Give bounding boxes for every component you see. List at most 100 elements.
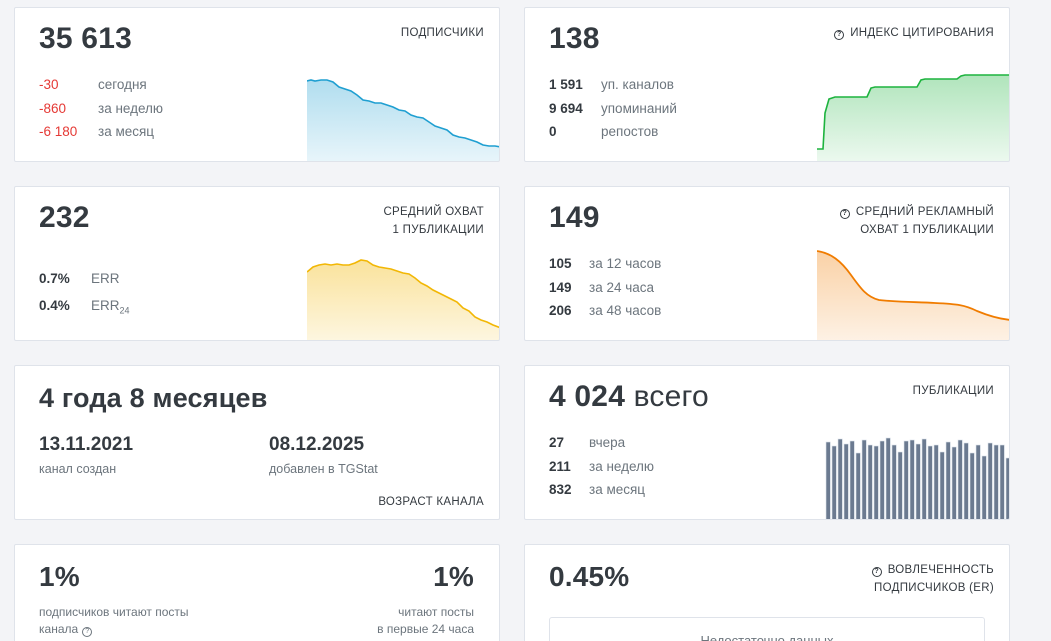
ad-reach-stats: 105 за 12 часов 149 за 24 часа 206 за 48 ча…	[549, 252, 661, 323]
sparkline-line	[817, 74, 1009, 150]
label-line: ОХВАТ 1 ПУБЛИКАЦИИ	[860, 224, 994, 236]
err24-label: ERR	[91, 298, 120, 313]
read-share-right-value: 1%	[433, 561, 474, 592]
stat-value: -860	[39, 100, 67, 116]
bar	[831, 445, 837, 519]
avg-reach-sparkline[interactable]	[307, 247, 500, 341]
bar	[867, 444, 873, 519]
stat-row: -860 за неделю	[39, 97, 163, 121]
stat-row: 832 за месяц	[549, 478, 654, 502]
avg-reach-value: 232	[39, 201, 90, 234]
avg-reach-card[interactable]: 232 СРЕДНИЙ ОХВАТ 1 ПУБЛИКАЦИИ 0.7% ERR 0.…	[14, 186, 500, 341]
channel-age-label: ВОЗРАСТ КАНАЛА	[378, 496, 484, 508]
bar	[987, 442, 993, 519]
bar	[873, 445, 879, 519]
read-share-card[interactable]: 1% подписчиков читают посты канала? 1% ч…	[14, 544, 500, 641]
bar	[849, 440, 855, 519]
sparkline-area	[307, 80, 499, 161]
sparkline-area	[307, 260, 499, 340]
stat-label: за месяц	[98, 124, 155, 139]
bar	[879, 440, 885, 519]
sparkline-area	[817, 251, 1009, 340]
stat-label: упоминаний	[601, 100, 677, 116]
citation-card[interactable]: 138 ? ИНДЕКС ЦИТИРОВАНИЯ 1 591 уп. каналов…	[524, 7, 1010, 162]
label-line: СРЕДНИЙ ОХВАТ	[383, 206, 484, 218]
bar	[993, 444, 999, 519]
bar	[933, 444, 939, 519]
bar	[855, 452, 861, 519]
bar	[999, 444, 1005, 519]
label-line: ВОВЛЕЧЕННОСТЬ	[887, 564, 994, 576]
stat-value: 211	[549, 458, 571, 474]
sparkline-line	[307, 259, 499, 329]
engagement-value: 0.45%	[549, 561, 630, 592]
bar	[975, 444, 981, 519]
err-stats: 0.7% ERR 0.4% ERR24	[39, 265, 130, 325]
help-icon[interactable]: ?	[82, 627, 93, 637]
stat-label: за неделю	[98, 100, 164, 116]
engagement-label[interactable]: ? ВОВЛЕЧЕННОСТЬ ПОДПИСЧИКОВ (ER)	[871, 561, 994, 597]
publications-count: 4 024	[549, 380, 626, 413]
ad-reach-sparkline[interactable]	[817, 247, 1010, 341]
err-label: ERR	[91, 271, 120, 286]
added-date: 08.12.2025	[269, 434, 365, 455]
stat-row: 149 за 24 часа	[549, 276, 661, 300]
publications-card[interactable]: 4 024 всего ПУБЛИКАЦИИ 27 вчера 211 за нед…	[524, 365, 1010, 520]
help-icon[interactable]: ?	[839, 209, 850, 219]
label-line: ПОДПИСЧИКОВ (ER)	[874, 582, 994, 594]
stat-label: репостов	[601, 124, 659, 139]
sparkline-line	[817, 250, 1009, 321]
publications-label: ПУБЛИКАЦИИ	[912, 385, 994, 397]
bar	[1005, 457, 1009, 519]
text-line: читают посты	[398, 605, 474, 619]
engagement-card[interactable]: 0.45% ? ВОВЛЕЧЕННОСТЬ ПОДПИСЧИКОВ (ER) Нед…	[524, 544, 1010, 641]
bar	[963, 442, 969, 519]
subscribers-stats: -30 сегодня -860 за неделю -6 180 за месяц	[39, 73, 163, 144]
read-share-right-text: читают посты в первые 24 часа	[377, 604, 474, 638]
help-icon[interactable]: ?	[871, 567, 882, 577]
stat-value: 206	[549, 303, 572, 318]
bar	[897, 451, 903, 519]
channel-age-value: 4 года 8 месяцев	[39, 383, 268, 413]
err24-row: 0.4% ERR24	[39, 292, 130, 325]
stat-label: за 24 часа	[589, 279, 655, 295]
err-value: 0.7%	[39, 271, 70, 286]
publications-stats: 27 вчера 211 за неделю 832 за месяц	[549, 431, 654, 502]
read-share-left-value: 1%	[39, 561, 80, 592]
stat-row: 206 за 48 часов	[549, 299, 661, 323]
stat-value: 27	[549, 435, 565, 450]
stat-label: за неделю	[589, 458, 655, 474]
publications-bar-chart[interactable]	[825, 432, 1010, 520]
stat-value: 105	[549, 256, 572, 271]
stat-label: за 12 часов	[589, 256, 662, 271]
added-block: 08.12.2025 добавлен в TGStat	[269, 434, 378, 476]
citation-sparkline[interactable]	[817, 68, 1010, 162]
bar	[945, 441, 951, 519]
bar	[969, 452, 975, 519]
subscribers-card[interactable]: 35 613 ПОДПИСЧИКИ -30 сегодня -860 за неде…	[14, 7, 500, 162]
avg-reach-label: СРЕДНИЙ ОХВАТ 1 ПУБЛИКАЦИИ	[383, 203, 484, 239]
bar	[927, 445, 933, 519]
stat-value: 832	[549, 482, 572, 497]
bar	[903, 440, 909, 519]
stat-row: 0 репостов	[549, 120, 677, 144]
label-line: СРЕДНИЙ РЕКЛАМНЫЙ	[855, 206, 994, 218]
bar	[981, 455, 987, 519]
publications-total: 4 024 всего	[549, 380, 709, 414]
channel-age-card[interactable]: 4 года 8 месяцев 13.11.2021 канал создан…	[14, 365, 500, 520]
ad-reach-label[interactable]: ? СРЕДНИЙ РЕКЛАМНЫЙ ОХВАТ 1 ПУБЛИКАЦИИ	[839, 203, 994, 239]
err24-subscript: 24	[119, 305, 130, 316]
subscribers-sparkline[interactable]	[307, 68, 500, 162]
ad-reach-card[interactable]: 149 ? СРЕДНИЙ РЕКЛАМНЫЙ ОХВАТ 1 ПУБЛИКАЦИИ…	[524, 186, 1010, 341]
stat-label: за 48 часов	[589, 303, 662, 318]
bar	[891, 444, 897, 519]
help-icon[interactable]: ?	[834, 30, 845, 40]
text-line: подписчиков читают посты	[39, 605, 189, 619]
stat-label: уп. каналов	[601, 77, 674, 92]
stat-row: -6 180 за месяц	[39, 120, 163, 144]
stat-row: 211 за неделю	[549, 455, 654, 479]
citation-label[interactable]: ? ИНДЕКС ЦИТИРОВАНИЯ	[834, 24, 994, 42]
stat-row: 9 694 упоминаний	[549, 97, 677, 121]
stat-value: 0	[549, 124, 557, 139]
stat-row: 1 591 уп. каналов	[549, 73, 677, 97]
